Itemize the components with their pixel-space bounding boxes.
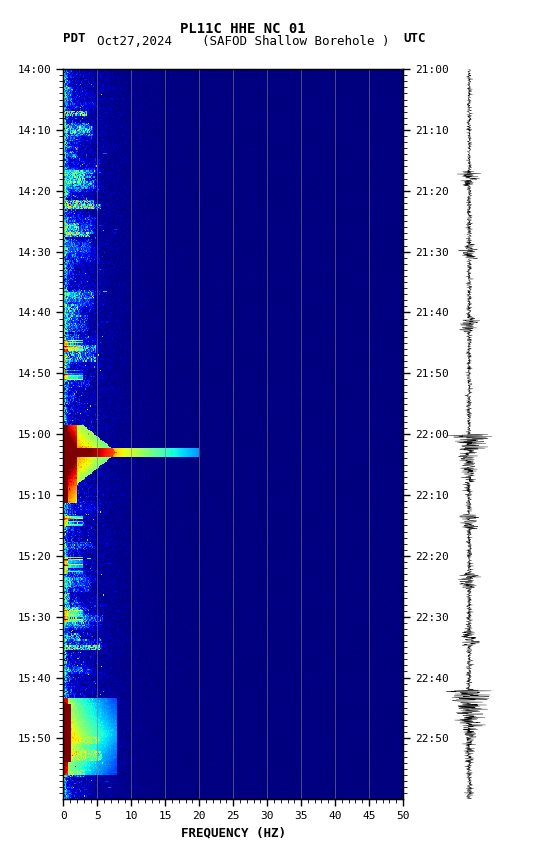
X-axis label: FREQUENCY (HZ): FREQUENCY (HZ) (181, 827, 286, 840)
Text: PDT: PDT (63, 32, 86, 45)
Text: Oct27,2024    (SAFOD Shallow Borehole ): Oct27,2024 (SAFOD Shallow Borehole ) (97, 35, 389, 48)
Text: UTC: UTC (403, 32, 426, 45)
Text: PL11C HHE NC 01: PL11C HHE NC 01 (180, 22, 306, 36)
